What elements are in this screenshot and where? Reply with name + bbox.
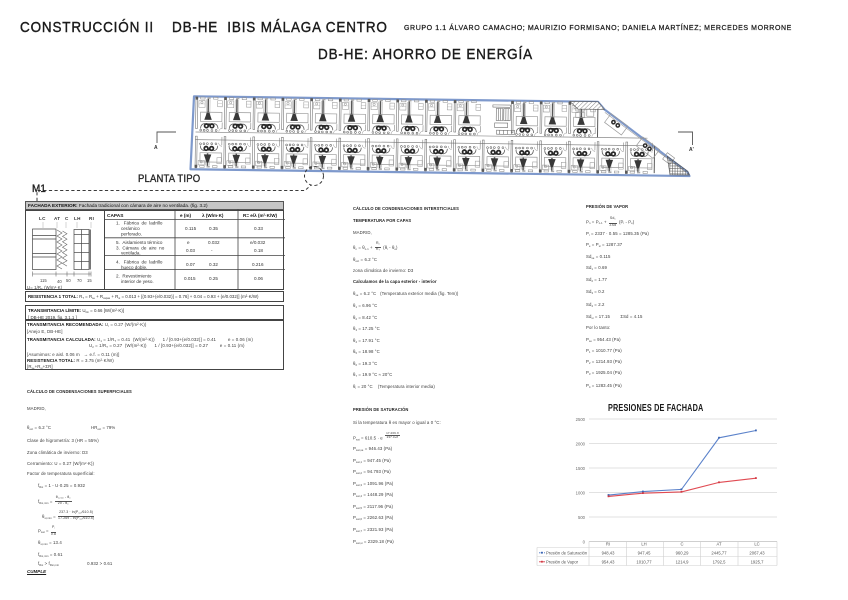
svg-text:1500: 1500 [576, 466, 586, 471]
svg-text:0.216: 0.216 [252, 262, 264, 267]
svg-text:115: 115 [40, 278, 47, 283]
svg-text:500: 500 [578, 515, 586, 520]
svg-text:A': A' [689, 147, 694, 153]
svg-text:40: 40 [57, 279, 62, 284]
svg-text:0.25: 0.25 [209, 276, 218, 281]
svg-text:5. Aislamiento térmico: 5. Aislamiento térmico [116, 240, 163, 245]
svg-text:e: e [187, 240, 190, 245]
svg-text:0.015: 0.015 [184, 276, 196, 281]
svg-text:AT: AT [716, 542, 721, 547]
svg-text:-: - [211, 248, 213, 253]
svg-text:947,45: 947,45 [638, 551, 651, 556]
svg-text:15: 15 [87, 278, 92, 283]
svg-text:0.18: 0.18 [254, 248, 263, 253]
svg-text:0.032: 0.032 [208, 240, 220, 245]
svg-text:e (m): e (m) [180, 213, 191, 218]
svg-text:960,29: 960,29 [676, 551, 689, 556]
svg-text:LH: LH [641, 542, 646, 547]
svg-text:954,43: 954,43 [602, 560, 615, 565]
svg-text:2445,77: 2445,77 [711, 551, 727, 556]
svg-text:0: 0 [583, 539, 586, 544]
svg-text:0.07: 0.07 [186, 262, 195, 267]
svg-text:AT: AT [54, 216, 60, 221]
svg-text:1792,5: 1792,5 [713, 560, 726, 565]
svg-text:hueco doble.: hueco doble. [121, 265, 147, 270]
svg-text:1000: 1000 [576, 490, 586, 495]
svg-text:0.33: 0.33 [254, 226, 263, 231]
svg-text:948,43: 948,43 [602, 551, 615, 556]
svg-text:RI: RI [606, 542, 610, 547]
svg-text:interior de yeso.: interior de yeso. [121, 279, 154, 284]
svg-text:A: A [154, 145, 158, 151]
svg-text:50: 50 [66, 278, 71, 283]
svg-text:LH: LH [74, 216, 81, 221]
svg-text:C: C [65, 216, 69, 221]
svg-text:2. Revestimiento: 2. Revestimiento [116, 274, 152, 279]
svg-text:2500: 2500 [576, 417, 586, 422]
svg-text:RI: RI [89, 216, 94, 221]
svg-text:perforado.: perforado. [121, 232, 142, 237]
svg-text:1925,7: 1925,7 [751, 560, 764, 565]
svg-text:1214,9: 1214,9 [676, 560, 689, 565]
svg-text:1. Fábrica de ladrillo: 1. Fábrica de ladrillo [116, 221, 163, 226]
svg-text:70: 70 [77, 278, 82, 283]
svg-text:cerámico: cerámico [121, 226, 140, 231]
svg-text:0.35: 0.35 [209, 226, 218, 231]
svg-text:0.06: 0.06 [254, 276, 263, 281]
svg-text:R= e/λ (m²·K/W): R= e/λ (m²·K/W) [243, 213, 278, 218]
svg-text:2067,43: 2067,43 [749, 551, 765, 556]
svg-text:0.32: 0.32 [209, 262, 218, 267]
svg-text:ventilada.: ventilada. [121, 250, 141, 255]
svg-text:LC: LC [39, 216, 46, 221]
svg-text:1010,77: 1010,77 [636, 560, 652, 565]
svg-text:4. Fábrica de ladrillo: 4. Fábrica de ladrillo [116, 260, 163, 265]
svg-text:LC: LC [754, 542, 759, 547]
svg-text:3. Cámara de aire no: 3. Cámara de aire no [116, 246, 165, 251]
svg-text:2000: 2000 [576, 441, 586, 446]
svg-text:Presión de Saturación: Presión de Saturación [546, 551, 588, 556]
svg-text:Presión de Vapor: Presión de Vapor [546, 560, 579, 565]
svg-text:CAPAS: CAPAS [107, 213, 124, 219]
svg-text:0.115: 0.115 [185, 226, 197, 231]
svg-text:e/0.032: e/0.032 [250, 240, 266, 245]
svg-text:λ (W/m·K): λ (W/m·K) [202, 213, 224, 218]
svg-text:0.03: 0.03 [186, 248, 195, 253]
svg-text:C: C [680, 542, 683, 547]
